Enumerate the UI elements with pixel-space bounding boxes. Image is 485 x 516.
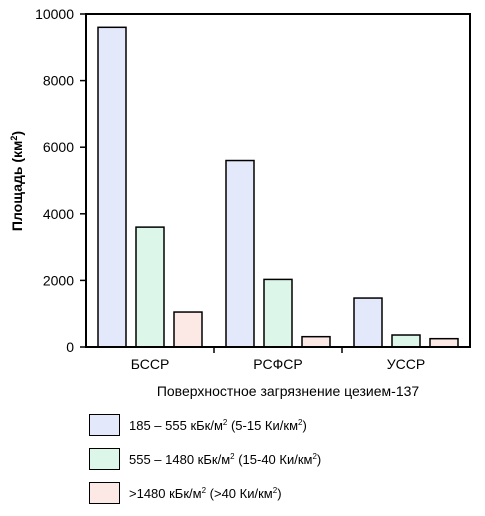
y-tick-label: 6000 xyxy=(43,139,74,155)
bar xyxy=(429,337,459,348)
plot-frame xyxy=(85,13,471,348)
legend-label: >1480 кБк/м2 (>40 Ки/км2) xyxy=(129,486,282,501)
bar xyxy=(173,311,203,348)
bar xyxy=(225,159,255,348)
x-tick-label: РСФСР xyxy=(253,356,302,372)
legend-swatch xyxy=(89,448,120,470)
legend-label: 555 – 1480 кБк/м2 (15-40 Ки/км2) xyxy=(129,452,322,467)
y-tick-label: 2000 xyxy=(43,272,74,288)
bar xyxy=(263,278,293,348)
x-tick-label: УССР xyxy=(387,356,425,372)
legend-swatch xyxy=(89,414,120,436)
x-axis-title: Поверхностное загрязнение цезием-137 xyxy=(157,383,420,399)
y-axis-ticks: 0 2000 4000 6000 8000 10000 xyxy=(35,6,86,355)
bar xyxy=(353,297,383,348)
y-tick-label: 8000 xyxy=(43,73,74,89)
y-tick-label: 10000 xyxy=(35,6,74,22)
x-tick-label: БССР xyxy=(131,356,170,372)
y-axis-title: Площадь (км2) xyxy=(9,131,25,231)
y-tick-label: 4000 xyxy=(43,206,74,222)
bar xyxy=(135,226,165,348)
x-axis-ticks: БССР РСФСР УССР xyxy=(131,347,425,372)
y-tick-label: 0 xyxy=(66,339,74,355)
legend-label: 185 – 555 кБк/м2 (5-15 Ки/км2) xyxy=(129,418,307,433)
bars-group xyxy=(97,26,459,348)
bar-chart: 0 2000 4000 6000 8000 10000 БССР РСФСР УССР Пло… xyxy=(9,6,471,399)
bar xyxy=(301,335,331,348)
legend-swatch xyxy=(89,482,120,504)
bar xyxy=(391,334,421,348)
bar xyxy=(97,26,127,348)
